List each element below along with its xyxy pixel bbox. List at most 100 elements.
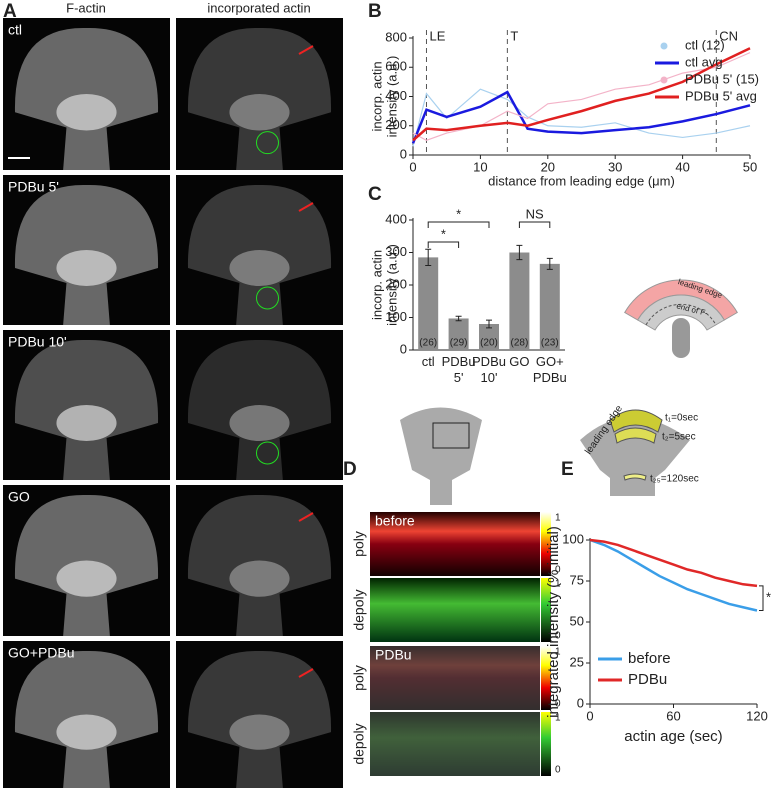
row-label: PDBu 10' (8, 334, 67, 350)
n-label: (20) (480, 338, 498, 349)
bar (418, 257, 439, 350)
roi-circle (256, 286, 279, 310)
n-label: (26) (419, 338, 437, 349)
colorbar (541, 712, 551, 776)
cell-body (56, 405, 117, 441)
y-axis-label: intensity (a.u.) (384, 56, 399, 138)
x-tick-label: ctl (422, 354, 435, 369)
legend-symbol (660, 42, 668, 50)
cell-body (229, 250, 290, 286)
cell-body (229, 714, 290, 750)
inset-band (637, 294, 725, 331)
y-tick-label: 400 (385, 211, 407, 226)
x-tick-label: 0 (409, 159, 416, 174)
legend-label: before (628, 650, 671, 667)
row-label: GO (8, 489, 30, 505)
y-axis-label: incorp. actin (369, 250, 384, 320)
channel-label: poly (351, 531, 367, 557)
n-label: (29) (450, 338, 468, 349)
x-tick-label: 30 (608, 159, 622, 174)
x-tick-label: PDBu 10' (472, 354, 506, 385)
row-label: GO+PDBu (8, 645, 75, 661)
y-tick-label: 200 (385, 276, 407, 291)
colorbar-tick: 1 (555, 713, 561, 724)
row-label: ctl (8, 22, 22, 38)
legend-label: ctl (12) (685, 37, 725, 52)
arrow (298, 668, 314, 678)
panel-label: D (343, 459, 357, 480)
roi-box (432, 422, 470, 449)
significance-bracket (518, 221, 551, 228)
y-tick-label: 300 (385, 244, 407, 259)
marker-label: T (510, 28, 518, 43)
legend-label: PDBu (628, 671, 667, 688)
series-line (412, 52, 751, 142)
significance-label: * (766, 590, 771, 605)
condition-label: PDBu (375, 647, 412, 663)
legend-label: ctl avg (685, 54, 723, 69)
x-axis-label: actin age (sec) (624, 728, 722, 745)
x-tick-label: 60 (666, 708, 680, 723)
error-bar (455, 315, 462, 322)
colorbar (541, 578, 551, 642)
bar (448, 318, 469, 350)
diagram-label: t₂=5sec (662, 432, 696, 443)
micrograph-overlay (370, 646, 540, 710)
cell-body (56, 560, 117, 597)
y-axis-label: incorp. actin (369, 61, 384, 131)
roi-circle (256, 131, 279, 155)
x-tick-label: 40 (675, 159, 689, 174)
arrow (298, 202, 314, 212)
colorbar-tick: 1 (555, 513, 561, 524)
y-tick-label: 600 (385, 59, 407, 74)
series-line (589, 538, 758, 612)
series-line (411, 90, 751, 144)
inset-stem (672, 318, 690, 358)
x-tick-label: 20 (541, 159, 555, 174)
colorbar-tick: 0 (555, 765, 561, 776)
cell-body (229, 560, 290, 597)
cell-body (56, 94, 117, 131)
bar (479, 324, 499, 350)
cell-body (229, 94, 290, 131)
series-line (589, 538, 758, 588)
y-tick-label: 50 (570, 613, 584, 628)
micrograph-overlay (370, 712, 540, 776)
cell-body (56, 250, 117, 286)
diagram-label: t₁=0sec (665, 413, 698, 424)
bar (539, 263, 560, 350)
colorbar-tick: 1 (555, 579, 561, 590)
x-tick-label: PDBu 5' (442, 354, 476, 385)
band (614, 427, 657, 444)
y-tick-label: 800 (385, 29, 407, 44)
series-line (412, 88, 751, 147)
x-axis-label: distance from leading edge (μm) (488, 173, 675, 188)
channel-label: depoly (351, 723, 367, 764)
panel-label: A (3, 1, 17, 22)
channel-label: depoly (351, 589, 367, 630)
legend-label: PDBu 5' (15) (685, 71, 759, 86)
y-tick-label: 75 (570, 572, 584, 587)
column-header: incorporated actin (207, 0, 310, 15)
legend-symbol (660, 76, 668, 84)
panel-label: E (561, 459, 574, 480)
error-bar (425, 248, 432, 266)
cell-diagram (580, 417, 690, 496)
error-bar (546, 257, 553, 270)
error-bar (516, 244, 523, 261)
error-bar (486, 319, 492, 329)
n-label: (23) (541, 338, 559, 349)
cell-body (56, 714, 117, 750)
y-tick-label: 0 (577, 695, 584, 710)
significance-label: * (441, 226, 446, 241)
significance-bracket (427, 221, 490, 228)
x-tick-label: 50 (743, 159, 757, 174)
colorbar (541, 646, 551, 710)
x-tick-label: GO+ PDBu (533, 354, 567, 385)
y-tick-label: 0 (400, 341, 407, 356)
micrograph (370, 512, 540, 576)
panel-label: C (368, 184, 382, 205)
significance-label: NS (526, 206, 544, 221)
y-tick-label: 0 (400, 146, 407, 161)
